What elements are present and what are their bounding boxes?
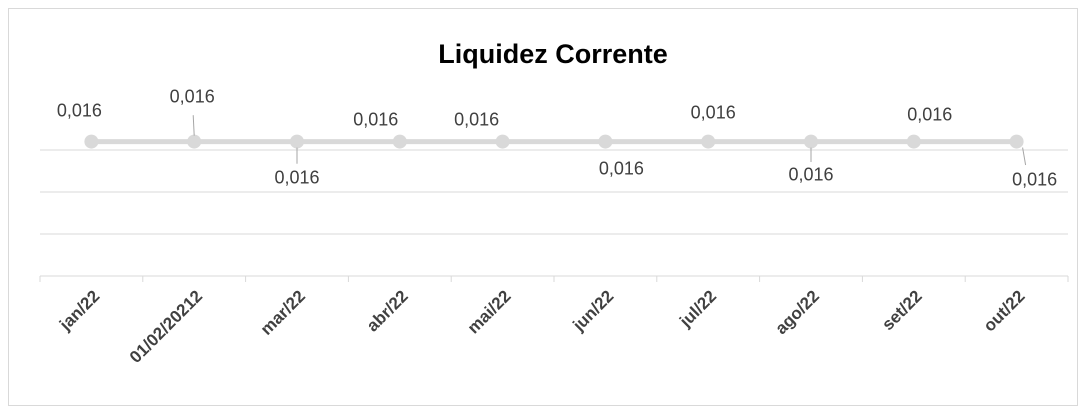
point bbox=[187, 134, 202, 149]
data-label: 0,016 bbox=[599, 158, 644, 178]
point bbox=[84, 134, 99, 149]
data-label: 0,016 bbox=[274, 167, 319, 187]
point bbox=[290, 134, 304, 149]
chart-title: Liquidez Corrente bbox=[438, 39, 668, 69]
data-label: 0,016 bbox=[353, 109, 398, 129]
point bbox=[906, 134, 921, 149]
data-label: 0,016 bbox=[907, 104, 952, 124]
data-label: 0,016 bbox=[57, 100, 102, 120]
point bbox=[1009, 134, 1024, 149]
leader-line bbox=[192, 115, 195, 136]
chart-border bbox=[8, 8, 1078, 406]
data-label: 0,016 bbox=[170, 86, 215, 106]
data-label: 0,016 bbox=[691, 102, 736, 122]
data-label: 0,016 bbox=[454, 109, 499, 129]
data-label: 0,016 bbox=[788, 164, 833, 184]
leader-line bbox=[1022, 147, 1027, 166]
point bbox=[392, 134, 407, 149]
point bbox=[495, 134, 510, 149]
point bbox=[701, 134, 716, 149]
point bbox=[804, 134, 818, 149]
point bbox=[598, 134, 613, 149]
data-label: 0,016 bbox=[1012, 169, 1057, 189]
